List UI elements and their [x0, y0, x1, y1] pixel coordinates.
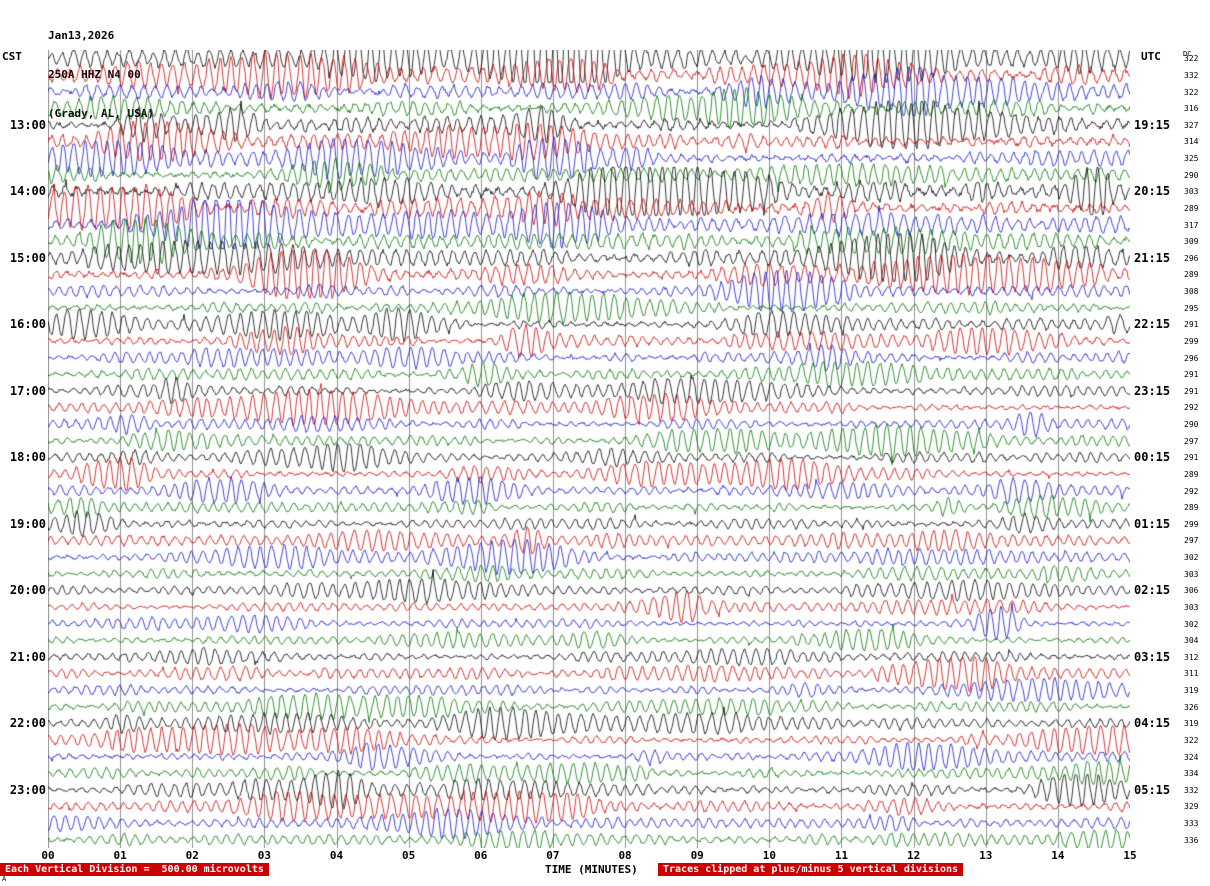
right-time-label: 01:15 — [1134, 516, 1171, 531]
right-time-label: 04:15 — [1134, 716, 1171, 731]
dc-value: 316 — [1184, 104, 1199, 114]
dc-value: 333 — [1184, 819, 1199, 829]
dc-value: 297 — [1184, 436, 1199, 446]
right-timezone-label: UTC — [1141, 50, 1161, 63]
dc-value: 326 — [1184, 702, 1199, 712]
dc-value: 327 — [1184, 120, 1199, 130]
x-axis-tick: 01 — [113, 849, 127, 862]
dc-value: 314 — [1184, 137, 1199, 147]
dc-value: 322 — [1184, 87, 1199, 97]
header-date: Jan13,2026 — [48, 29, 115, 42]
dc-value: 295 — [1184, 303, 1199, 313]
left-time-label: 21:00 — [9, 649, 46, 664]
right-time-label: 00:15 — [1134, 450, 1171, 465]
x-axis-tick: 05 — [402, 849, 416, 862]
dc-value: 290 — [1184, 420, 1199, 430]
dc-value: 303 — [1184, 187, 1199, 197]
footer-clip-note: Traces clipped at plus/minus 5 vertical … — [658, 863, 964, 876]
x-axis-tick: 12 — [906, 849, 921, 862]
left-timezone-label: CST — [2, 50, 22, 63]
dc-value: 319 — [1184, 719, 1199, 729]
dc-value: 297 — [1184, 536, 1199, 546]
x-axis-tick: 03 — [257, 849, 272, 862]
dc-value: 291 — [1184, 453, 1199, 463]
dc-value: 332 — [1184, 785, 1199, 795]
right-time-label: 21:15 — [1134, 250, 1171, 265]
x-axis-tick: 10 — [762, 849, 776, 862]
right-time-label: 02:15 — [1134, 583, 1171, 598]
left-time-label: 15:00 — [9, 250, 46, 265]
dc-value: 289 — [1184, 503, 1199, 513]
dc-value: 309 — [1184, 237, 1199, 247]
dc-value: 296 — [1184, 353, 1199, 363]
footer-scale-note: Each Vertical Division = 500.00 microvol… — [0, 863, 269, 876]
dc-value: 296 — [1184, 253, 1199, 263]
right-time-label: 23:15 — [1134, 383, 1171, 398]
dc-value: 311 — [1184, 669, 1199, 679]
right-time-label: 20:15 — [1134, 184, 1171, 199]
dc-value: 336 — [1184, 835, 1199, 845]
dc-column-label: DC — [1183, 50, 1192, 58]
dc-value: 329 — [1184, 802, 1199, 812]
x-axis-tick: 14 — [1051, 849, 1065, 862]
dc-value: 289 — [1184, 203, 1199, 213]
seismogram-plot — [48, 50, 1130, 848]
dc-value: 332 — [1184, 70, 1199, 80]
dc-value: 289 — [1184, 469, 1199, 479]
right-time-label: 03:15 — [1134, 649, 1171, 664]
dc-value: 319 — [1184, 686, 1199, 696]
left-time-label: 19:00 — [9, 516, 46, 531]
left-time-label: 13:00 — [9, 117, 46, 132]
dc-value: 306 — [1184, 586, 1199, 596]
right-time-label: 05:15 — [1134, 782, 1171, 797]
dc-value: 308 — [1184, 287, 1199, 297]
dc-value: 292 — [1184, 486, 1199, 496]
dc-value: 322 — [1184, 735, 1199, 745]
dc-value: 291 — [1184, 386, 1199, 396]
dc-value: 291 — [1184, 320, 1199, 330]
x-axis-tick: 11 — [834, 849, 849, 862]
dc-value: 289 — [1184, 270, 1199, 280]
right-time-label: 22:15 — [1134, 317, 1171, 332]
x-axis-tick: 08 — [618, 849, 632, 862]
x-axis-tick: 04 — [329, 849, 344, 862]
left-time-label: 23:00 — [9, 782, 46, 797]
corner-mark: A — [2, 875, 7, 883]
x-axis-tick: 07 — [546, 849, 560, 862]
x-axis-tick: 02 — [185, 849, 199, 862]
dc-value: 291 — [1184, 370, 1199, 380]
x-axis-tick: 13 — [979, 849, 993, 862]
dc-value: 302 — [1184, 619, 1199, 629]
left-time-label: 16:00 — [9, 317, 46, 332]
left-time-label: 14:00 — [9, 184, 46, 199]
dc-value: 299 — [1184, 336, 1199, 346]
x-axis-tick: 06 — [474, 849, 488, 862]
left-time-label: 22:00 — [9, 716, 46, 731]
dc-value: 324 — [1184, 752, 1199, 762]
x-axis-title: TIME (MINUTES) — [545, 863, 638, 876]
dc-value: 334 — [1184, 769, 1199, 779]
x-axis-tick: 09 — [690, 849, 704, 862]
dc-value: 325 — [1184, 154, 1199, 164]
left-time-label: 17:00 — [9, 383, 46, 398]
x-axis-tick: 00 — [41, 849, 55, 862]
dc-value: 290 — [1184, 170, 1199, 180]
dc-value: 303 — [1184, 569, 1199, 579]
dc-value: 303 — [1184, 602, 1199, 612]
right-time-label: 19:15 — [1134, 117, 1171, 132]
dc-value: 292 — [1184, 403, 1199, 413]
left-time-label: 20:00 — [9, 583, 46, 598]
x-axis-tick: 15 — [1123, 849, 1137, 862]
left-time-label: 18:00 — [9, 450, 46, 465]
dc-value: 299 — [1184, 519, 1199, 529]
dc-value: 302 — [1184, 553, 1199, 563]
dc-value: 322 — [1184, 54, 1199, 64]
dc-value: 304 — [1184, 636, 1199, 646]
dc-value: 312 — [1184, 652, 1199, 662]
dc-value: 317 — [1184, 220, 1199, 230]
